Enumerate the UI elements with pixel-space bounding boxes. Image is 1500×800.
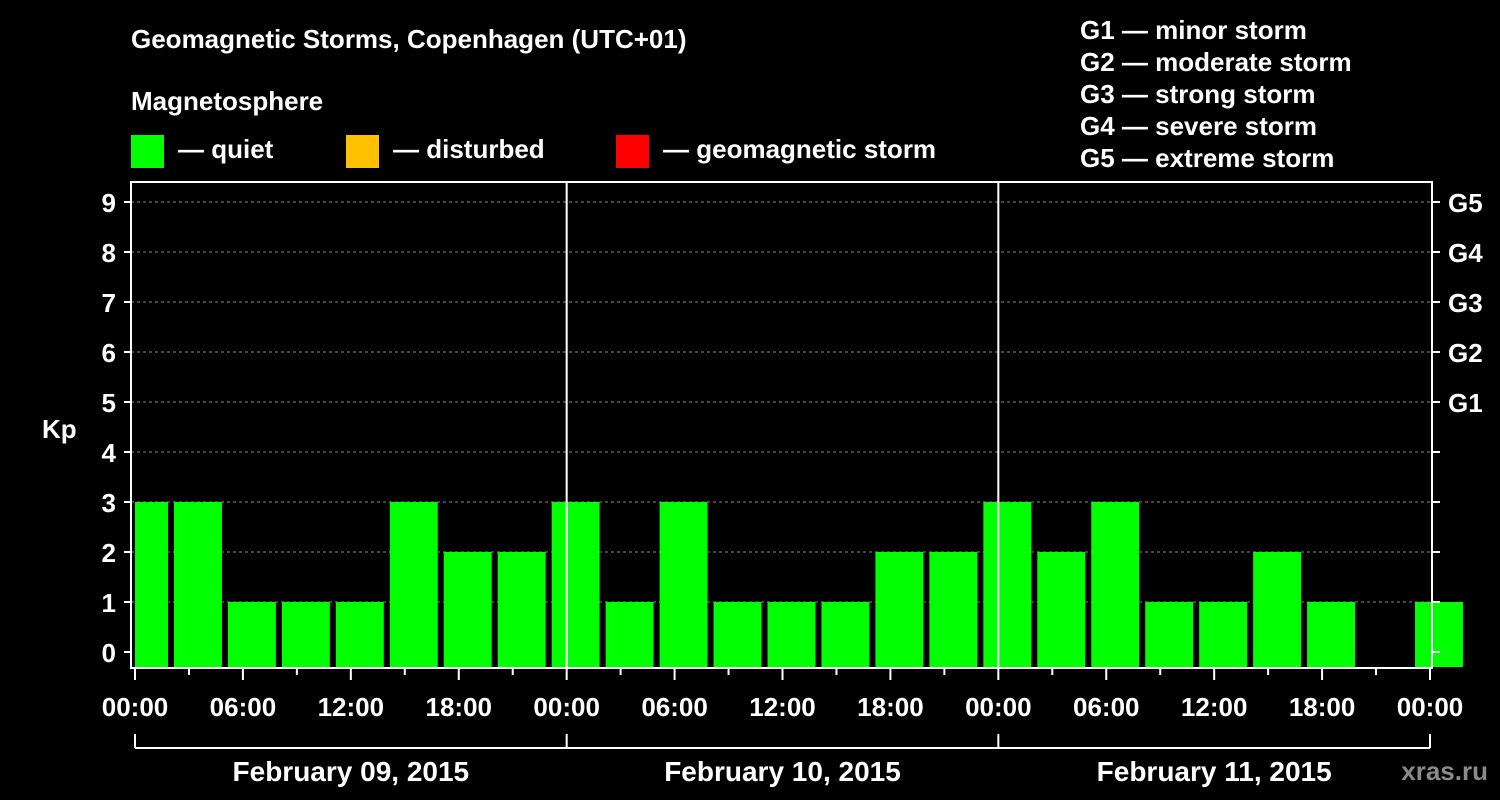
labels-layer: 0 1 2 3 4 5 6 7 8 9 G1 G2 G3 G4 G5 Kp 00:00 06:00 12:00 18:…: [42, 188, 1483, 787]
kp-bar: [551, 502, 600, 667]
storm-level-g2: G2 — moderate storm: [1080, 47, 1352, 77]
y-tick-label: 2: [102, 538, 116, 568]
kp-bar: [281, 602, 330, 667]
axes-layer: [124, 181, 1440, 749]
storm-level-g4: G4 — severe storm: [1080, 111, 1318, 141]
kp-bar: [227, 602, 276, 667]
storm-level-tick-label: G3: [1448, 288, 1483, 318]
storm-level-tick-label: G1: [1448, 388, 1483, 418]
bars-layer: [135, 502, 1463, 667]
day-label: February 09, 2015: [233, 756, 470, 787]
kp-bar: [1037, 552, 1086, 667]
day-label: February 10, 2015: [664, 756, 901, 787]
kp-bar: [659, 502, 708, 667]
kp-bar: [713, 602, 762, 667]
y-tick-label: 7: [102, 288, 116, 318]
y-tick-label: 8: [102, 238, 116, 268]
storm-level-tick-label: G4: [1448, 238, 1483, 268]
legend-swatch-storm: [616, 135, 649, 168]
x-tick-label: 06:00: [641, 692, 708, 722]
kp-bar: [983, 502, 1032, 667]
kp-bar: [929, 552, 978, 667]
x-tick-label: 12:00: [1181, 692, 1248, 722]
kp-bar: [173, 502, 222, 667]
kp-bar: [1307, 602, 1356, 667]
storm-level-tick-label: G2: [1448, 338, 1483, 368]
x-tick-label: 06:00: [1073, 692, 1140, 722]
x-tick-label: 00:00: [1397, 692, 1464, 722]
storm-level-g3: G3 — strong storm: [1080, 79, 1316, 109]
x-tick-label: 00:00: [965, 692, 1032, 722]
kp-bar: [1091, 502, 1140, 667]
legend-label-quiet: — quiet: [178, 134, 274, 164]
y-tick-label: 3: [102, 488, 116, 518]
kp-bar: [335, 602, 384, 667]
kp-bar: [443, 552, 492, 667]
x-tick-label: 12:00: [749, 692, 816, 722]
storm-level-g1: G1 — minor storm: [1080, 15, 1307, 45]
kp-bar: [1145, 602, 1194, 667]
kp-bar: [389, 502, 438, 667]
y-tick-label: 4: [102, 438, 117, 468]
y-tick-label: 6: [102, 338, 116, 368]
day-label: February 11, 2015: [1097, 756, 1332, 787]
storm-level-g5: G5 — extreme storm: [1080, 143, 1335, 173]
kp-bar: [1253, 552, 1302, 667]
x-tick-label: 06:00: [210, 692, 277, 722]
kp-bar: [135, 502, 168, 667]
x-tick-label: 18:00: [857, 692, 924, 722]
x-tick-label: 12:00: [318, 692, 385, 722]
watermark: xras.ru: [1401, 756, 1488, 786]
y-tick-label: 0: [102, 638, 116, 668]
legend-label-disturbed: — disturbed: [393, 134, 545, 164]
y-axis-label: Kp: [42, 414, 77, 444]
y-tick-label: 9: [102, 188, 116, 218]
storm-level-tick-label: G5: [1448, 188, 1483, 218]
kp-bar: [821, 602, 870, 667]
kp-bar: [875, 552, 924, 667]
x-tick-label: 18:00: [1289, 692, 1356, 722]
y-tick-label: 1: [102, 588, 116, 618]
chart-title: Geomagnetic Storms, Copenhagen (UTC+01): [131, 24, 687, 54]
y-tick-label: 5: [102, 388, 116, 418]
kp-bar: [497, 552, 546, 667]
legend-swatch-disturbed: [346, 135, 379, 168]
legend-swatch-quiet: [131, 135, 164, 168]
legend-label-storm: — geomagnetic storm: [663, 134, 937, 164]
kp-bar: [1415, 602, 1463, 667]
kp-bar: [1199, 602, 1248, 667]
plot-frame: [130, 181, 1433, 669]
legend-heading: Magnetosphere: [131, 86, 324, 116]
x-tick-label: 00:00: [533, 692, 600, 722]
grid-layer: [131, 201, 1432, 603]
kp-bar: [605, 602, 654, 667]
kp-bar: [767, 602, 816, 667]
x-tick-label: 00:00: [102, 692, 169, 722]
x-tick-label: 18:00: [426, 692, 493, 722]
